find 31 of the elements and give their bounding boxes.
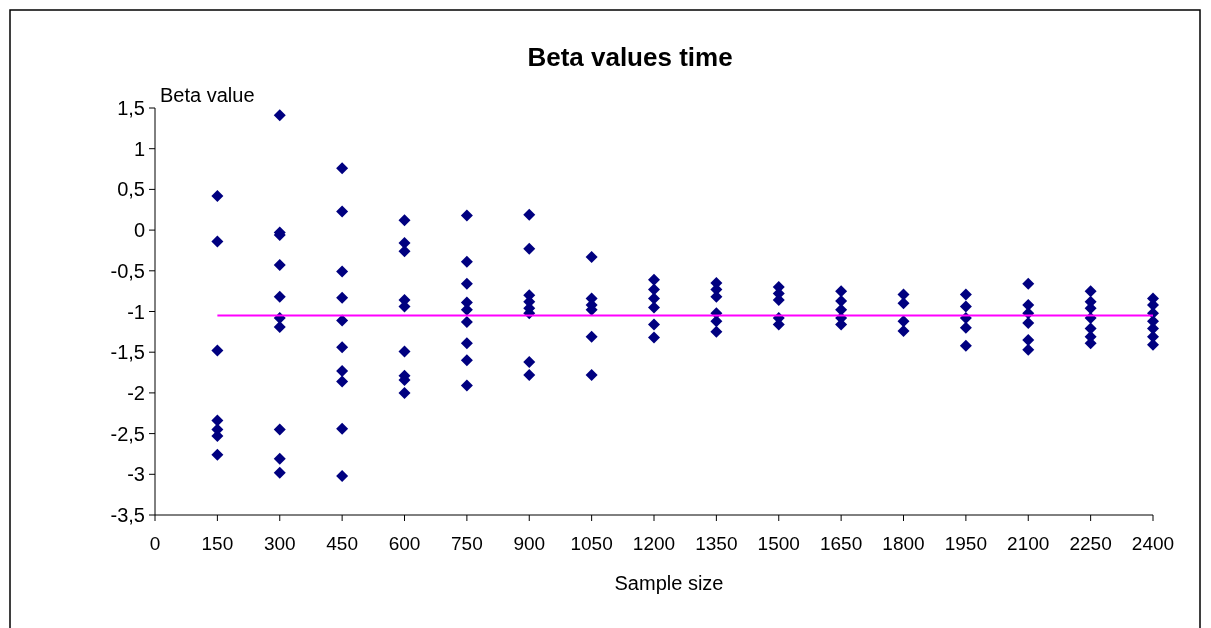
- x-tick-label: 1650: [819, 533, 863, 554]
- x-tick-label: 2100: [1007, 533, 1050, 554]
- y-tick-label: -0,5: [110, 259, 145, 282]
- y-tick-label: -3: [127, 463, 145, 486]
- y-tick-label: 0: [133, 219, 145, 242]
- x-tick-label: 0: [149, 533, 161, 554]
- x-tick-label: 2250: [1069, 533, 1112, 554]
- x-tick-label: 1950: [944, 533, 988, 554]
- x-tick-label: 1350: [695, 533, 738, 554]
- chart-title: Beta values time: [527, 42, 733, 72]
- y-tick-label: -3,5: [110, 504, 145, 526]
- x-tick-label: 1500: [757, 533, 800, 554]
- y-tick-label: -1: [127, 300, 145, 323]
- x-tick-label: 1050: [570, 533, 613, 554]
- y-tick-label: 1,5: [117, 97, 145, 119]
- x-tick-label: 2400: [1131, 533, 1175, 554]
- x-tick-label: 300: [263, 533, 296, 554]
- x-tick-label: 1200: [632, 533, 676, 554]
- x-tick-label: 1800: [882, 533, 925, 554]
- y-tick-label: -2: [127, 381, 145, 404]
- x-axis-title: Sample size: [614, 572, 724, 594]
- y-tick-label: -1,5: [110, 341, 145, 364]
- x-tick-label: 750: [451, 533, 483, 554]
- y-tick-label: 1: [133, 137, 145, 160]
- x-tick-label: 150: [201, 533, 234, 554]
- y-axis-title: Beta value: [160, 84, 255, 106]
- x-tick-label: 600: [388, 533, 421, 554]
- x-tick-label: 450: [326, 533, 358, 554]
- y-tick-label: 0,5: [117, 178, 145, 201]
- x-tick-label: 900: [513, 533, 546, 554]
- y-tick-label: -2,5: [110, 422, 145, 445]
